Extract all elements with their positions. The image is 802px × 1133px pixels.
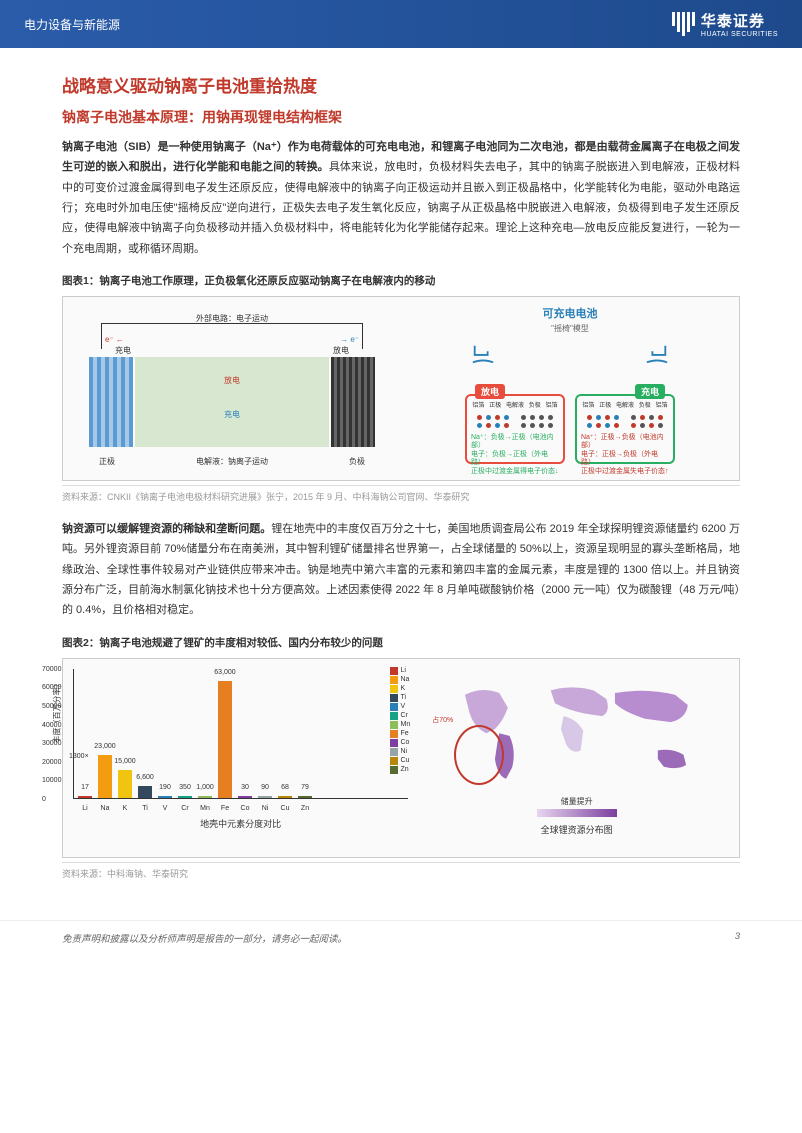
paragraph-1: 钠离子电池（SIB）是一种使用钠离子（Na⁺）作为电荷载体的可充电电池，和锂离子…: [62, 137, 740, 259]
note-70pct: 占70%: [432, 715, 453, 725]
rechargeable-title: 可充电电池: [409, 305, 731, 321]
p1-body: 具体来说，放电时，负极材料失去电子，其中的钠离子脱嵌进入到电解液，正极材料中的可…: [62, 161, 740, 254]
map-gradient: [537, 809, 617, 817]
charge-inner: 充电: [224, 409, 240, 420]
figure1-left-diagram: 外部电路：电子运动 e⁻ ← → e⁻ 充电 放电 放电 充电 正极 电解液：钠…: [63, 297, 401, 480]
figure1-source: 资料来源：CNKII《钠离子电池电极材料研究进展》张宁，2015 年 9 月、中…: [62, 485, 740, 503]
rocking-subtitle: "摇椅"模型: [409, 323, 731, 334]
brand-name: 华泰证券: [701, 10, 778, 31]
ext-circuit-label: 外部电路：电子运动: [196, 313, 268, 324]
logo-icon: [672, 12, 695, 36]
heading-2: 钠离子电池基本原理：用钠再现锂电结构框架: [62, 107, 740, 127]
chart-title: 地壳中元素分度对比: [73, 817, 408, 830]
map-legend-label: 储量提升: [561, 797, 593, 806]
page-header: 电力设备与新能源 华泰证券 HUATAI SECURITIES: [0, 0, 802, 48]
discharge-box: 放电 铝箔正极电解液负极铝箔 Na⁺：负极→正极（电池内部） 电子：负极→正极（…: [465, 394, 565, 464]
figure2: 丰度（百万分率） 0100002000030000400005000060000…: [62, 658, 740, 858]
e-minus-l: e⁻ ←: [105, 335, 124, 344]
heading-1: 战略意义驱动钠离子电池重拾热度: [62, 72, 740, 97]
bar-row: 01000020000300004000050000600007000017Li…: [73, 669, 408, 799]
map-title: 全球锂资源分布图: [424, 823, 729, 836]
world-map: 占70% 储量提升 全球锂资源分布图: [414, 659, 739, 857]
circle-70pct: [454, 725, 504, 785]
charge-label: 充电: [115, 345, 131, 356]
footer-disclaimer: 免责声明和披露以及分析师声明是报告的一部分，请务必一起阅读。: [62, 931, 347, 945]
electrolyte-label: 电解液：钠离子运动: [196, 456, 268, 467]
neg-label: 负极: [349, 456, 365, 467]
map-legend: 储量提升: [424, 796, 729, 817]
content-area: 战略意义驱动钠离子电池重拾热度 钠离子电池基本原理：用钠再现锂电结构框架 钠离子…: [0, 48, 802, 912]
chair-icon-right: [643, 342, 671, 366]
positive-electrode: [89, 357, 133, 447]
p2-body: 锂在地壳中的丰度仅百万分之十七，美国地质调查局公布 2019 年全球探明锂资源储…: [62, 523, 740, 616]
header-category: 电力设备与新能源: [24, 16, 120, 33]
chair-icon-left: [469, 342, 497, 366]
figure1-title: 图表1：钠离子电池工作原理，正负极氧化还原反应驱动钠离子在电解液内的移动: [62, 273, 740, 288]
figure2-title: 图表2：钠离子电池规避了锂矿的丰度相对较低、国内分布较少的问题: [62, 635, 740, 650]
figure1-right-diagram: 可充电电池 "摇椅"模型 放电 铝箔正极电解液负极铝箔 Na⁺：负极→正极（电池…: [401, 297, 739, 480]
discharge-label-l: 放电: [333, 345, 349, 356]
charge-box: 充电 铝箔正极电解液负极铝箔 Na⁺：正极→负极（电池内部） 电子：正极→负极（…: [575, 394, 675, 464]
chart-legend: LiNaKTiVCrMnFeCoNiCuZn: [390, 667, 411, 775]
electrolyte: 放电 充电: [135, 357, 329, 447]
charge-badge: 充电: [635, 384, 665, 399]
discharge-inner: 放电: [224, 375, 240, 386]
page-footer: 免责声明和披露以及分析师声明是报告的一部分，请务必一起阅读。 3: [0, 920, 802, 959]
figure1: 外部电路：电子运动 e⁻ ← → e⁻ 充电 放电 放电 充电 正极 电解液：钠…: [62, 296, 740, 481]
header-brand: 华泰证券 HUATAI SECURITIES: [672, 10, 778, 38]
negative-electrode: [331, 357, 375, 447]
discharge-badge: 放电: [475, 384, 505, 399]
page-number: 3: [735, 931, 740, 945]
paragraph-2: 钠资源可以缓解锂资源的稀缺和垄断问题。锂在地壳中的丰度仅百万分之十七，美国地质调…: [62, 519, 740, 621]
pos-label: 正极: [99, 456, 115, 467]
note-1300x: 1300×: [69, 753, 89, 760]
bar-chart: 丰度（百万分率） 0100002000030000400005000060000…: [63, 659, 414, 857]
figure2-source: 资料来源：中科海钠、华泰研究: [62, 862, 740, 880]
charge-notes: Na⁺：正极→负极（电池内部） 电子：正极→负极（外电路） 正极中过渡金属失电子…: [581, 434, 669, 476]
e-minus-r: → e⁻: [340, 335, 359, 344]
p2-bold: 钠资源可以缓解锂资源的稀缺和垄断问题。: [62, 523, 271, 535]
brand-name-en: HUATAI SECURITIES: [701, 31, 778, 38]
discharge-notes: Na⁺：负极→正极（电池内部） 电子：负极→正极（外电路） 正极中过渡金属得电子…: [471, 434, 559, 476]
